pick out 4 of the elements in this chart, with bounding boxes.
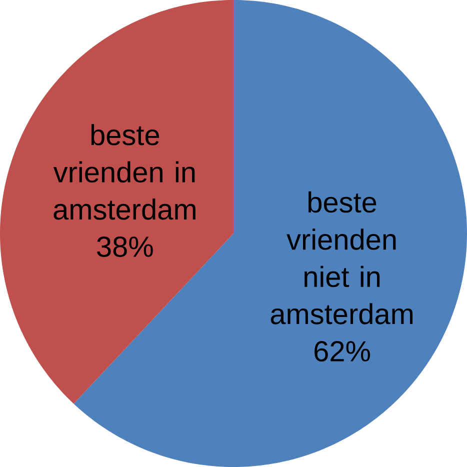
slice-label: beste vrienden niet in amsterdam [270,191,413,324]
data-label: 38% [97,236,153,257]
data-label: 62% [314,341,370,362]
slice-label: beste vrienden in amsterdam [53,124,196,220]
